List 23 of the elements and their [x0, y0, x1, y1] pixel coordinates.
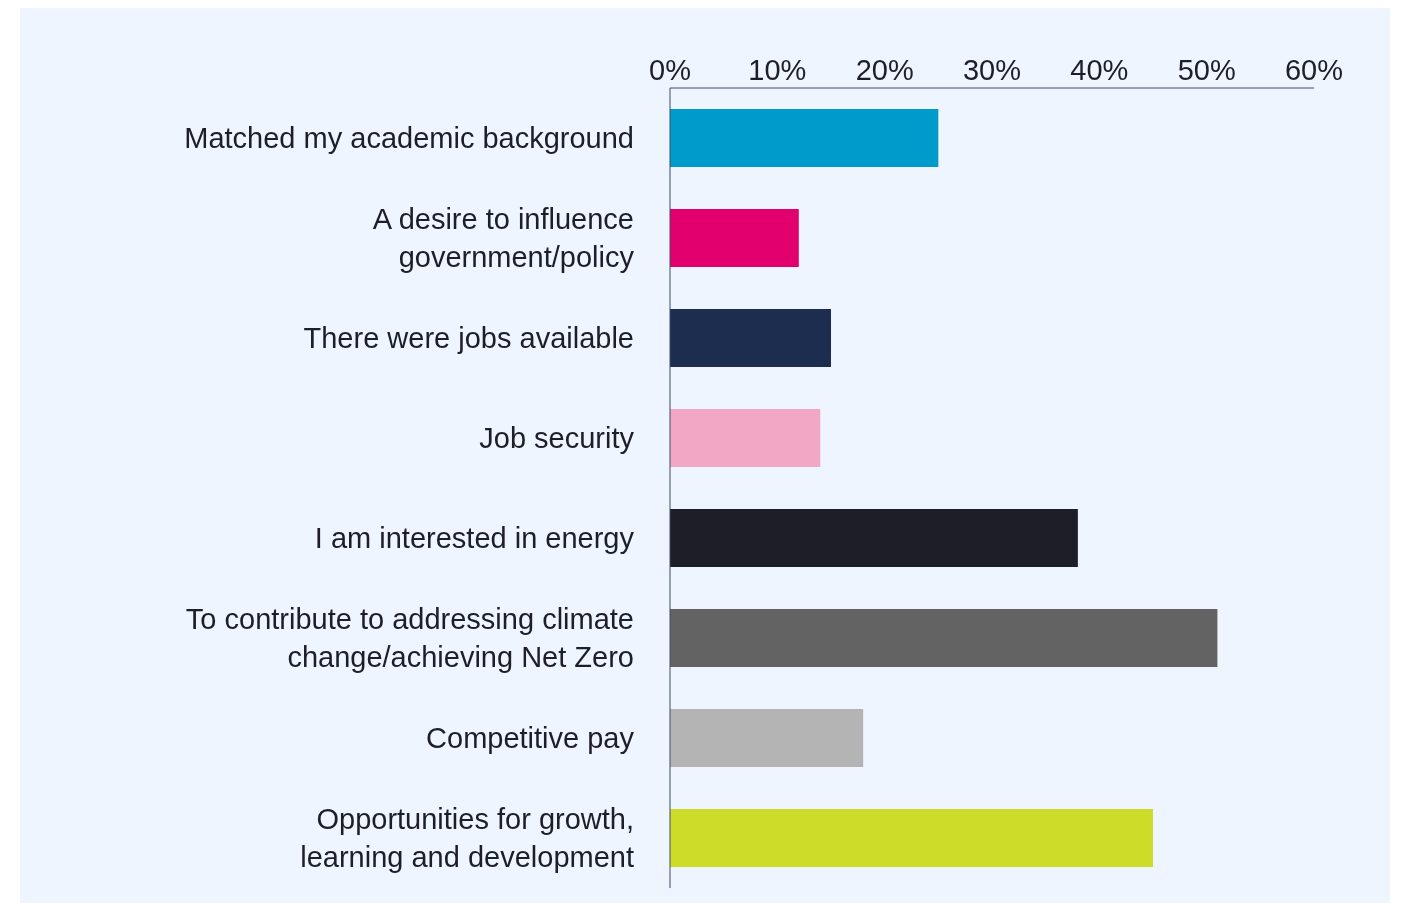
bar [670, 209, 799, 267]
bar [670, 309, 831, 367]
bar [670, 509, 1078, 567]
bar [670, 609, 1218, 667]
bar [670, 409, 821, 467]
bar [670, 109, 939, 167]
bar [670, 809, 1153, 867]
y-tick-label: There were jobs available [303, 322, 634, 354]
y-tick-label: Job security [479, 422, 635, 454]
x-tick-label: 10% [748, 54, 807, 86]
y-tick-label: Matched my academic background [184, 122, 634, 154]
y-tick-label: Competitive pay [426, 722, 635, 754]
x-tick-label: 50% [1177, 54, 1236, 86]
x-tick-label: 60% [1284, 54, 1344, 86]
y-tick-label: To contribute to addressing climate change/achieving Net Zero [185, 603, 634, 673]
bar [670, 709, 864, 767]
y-tick-label: A desire to influence government/policy [372, 203, 635, 273]
x-tick-label: 0% [649, 54, 691, 86]
x-tick-label: 20% [855, 54, 914, 86]
x-tick-label: 40% [1070, 54, 1129, 86]
y-tick-label: Opportunities for growth, learning and development [300, 803, 634, 873]
x-tick-label: 30% [962, 54, 1022, 86]
y-tick-label: I am interested in energy [314, 522, 635, 554]
